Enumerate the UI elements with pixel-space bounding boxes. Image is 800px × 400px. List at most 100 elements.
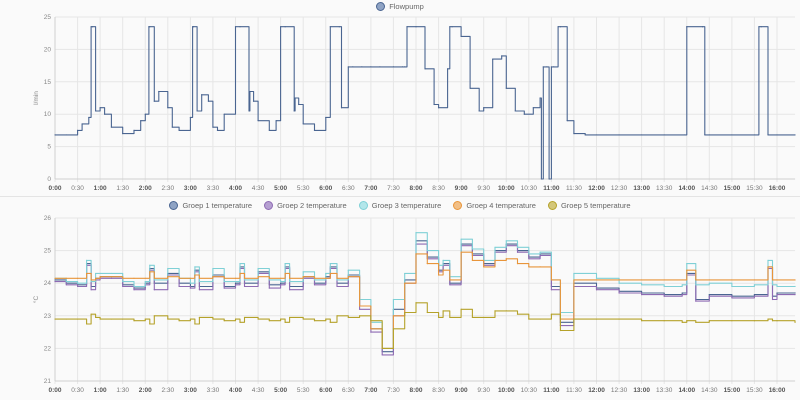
flow-point-flowpump-37 [268, 129, 270, 131]
legend-label-groep-4: Groep 4 temperature [466, 201, 536, 210]
temp-point-groep-4-temperature-26 [284, 272, 286, 275]
legend-swatch-groep-3 [358, 201, 368, 210]
legend-item-groep-5[interactable]: Groep 5 temperature [547, 201, 631, 210]
temp-point-groep-3-temperature-67 [776, 285, 778, 288]
flow-point-flowpump-94 [701, 26, 704, 28]
temp-point-groep-3-temperature-38 [404, 272, 406, 275]
temp-point-groep-4-temperature-58 [663, 279, 665, 281]
legend-item-groep-4[interactable]: Groep 4 temperature [453, 201, 536, 210]
temp-point-groep-3-temperature-54 [573, 272, 575, 275]
flow-point-flowpump-52 [361, 66, 363, 68]
flow-point-flowpump-60 [424, 68, 426, 70]
temp-point-groep-5-temperature-61 [695, 321, 697, 323]
temp-xtick-29: 14:30 [701, 387, 718, 394]
panel-divider [0, 196, 800, 197]
temp-xtick-15: 7:30 [387, 387, 400, 394]
flow-point-flowpump-93 [686, 26, 688, 28]
flow-point-flowpump-39 [280, 26, 282, 28]
temp-point-groep-3-temperature-55 [595, 277, 598, 279]
flow-point-flowpump-2 [76, 129, 79, 131]
flow-ytick-3: 15 [44, 79, 52, 86]
flow-xtick-1: 0:30 [71, 185, 84, 192]
flow-point-flowpump-40 [284, 26, 286, 28]
flow-point-flowpump-96 [708, 134, 710, 136]
temp-point-groep-2-temperature-55 [595, 289, 598, 291]
temp-xtick-9: 4:30 [252, 387, 265, 394]
temp-ylabel: °C [32, 296, 40, 304]
temp-point-groep-4-temperature-17 [198, 277, 200, 279]
temperature-legend: Groep 1 temperature Groep 2 temperature … [0, 201, 800, 210]
temp-point-groep-3-temperature-39 [415, 232, 417, 234]
temp-point-groep-4-temperature-23 [257, 276, 259, 278]
flow-point-flowpump-1 [65, 134, 67, 136]
legend-item-flowpump[interactable]: Flowpump [376, 2, 424, 11]
temp-point-groep-5-temperature-42 [442, 310, 444, 312]
temp-point-groep-5-temperature-12 [153, 315, 155, 317]
temp-point-groep-4-temperature-42 [442, 269, 444, 271]
temp-point-groep-3-temperature-3 [85, 259, 88, 261]
temp-point-groep-3-temperature-65 [767, 259, 769, 261]
flow-point-flowpump-88 [595, 134, 598, 136]
temp-point-groep-5-temperature-47 [494, 310, 496, 312]
temp-point-groep-4-temperature-20 [234, 277, 237, 279]
temp-point-groep-5-temperature-28 [302, 318, 304, 320]
flow-point-flowpump-64 [449, 26, 451, 28]
legend-item-groep-1[interactable]: Groep 1 temperature [169, 201, 252, 210]
temp-point-groep-2-temperature-67 [776, 294, 778, 296]
temp-point-groep-5-temperature-20 [234, 318, 237, 320]
temp-point-groep-5-temperature-27 [289, 316, 291, 319]
temp-point-groep-1-temperature-67 [776, 292, 778, 294]
temp-xtick-11: 5:30 [297, 387, 310, 394]
flow-point-flowpump-71 [501, 55, 503, 57]
temp-point-groep-2-temperature-35 [370, 331, 372, 333]
flow-point-flowpump-99 [758, 26, 760, 28]
flow-point-flowpump-72 [505, 87, 507, 89]
temp-point-groep-2-temperature-61 [695, 300, 697, 302]
legend-item-groep-3[interactable]: Groep 3 temperature [358, 201, 441, 210]
flow-point-flowpump-62 [437, 107, 440, 109]
flow-point-flowpump-10 [110, 126, 113, 128]
temp-point-groep-2-temperature-22 [243, 285, 246, 288]
flow-xtick-20: 10:00 [498, 185, 515, 192]
legend-swatch-groep-2 [264, 201, 274, 210]
temp-point-groep-4-temperature-40 [426, 263, 428, 265]
flow-point-flowpump-5 [90, 26, 92, 28]
temp-point-groep-4-temperature-29 [313, 277, 316, 279]
flow-xtick-19: 9:30 [477, 185, 490, 192]
temp-point-groep-5-temperature-17 [198, 316, 200, 319]
flow-point-flowpump-14 [144, 113, 146, 115]
flow-point-flowpump-84 [559, 26, 562, 28]
flow-point-flowpump-85 [566, 120, 568, 122]
temp-point-groep-5-temperature-56 [618, 318, 620, 320]
temp-xtick-13: 6:30 [342, 387, 355, 394]
temp-point-groep-3-temperature-24 [268, 279, 270, 281]
legend-label-flowpump: Flowpump [389, 2, 424, 11]
temp-point-groep-1-temperature-59 [681, 292, 683, 294]
temp-xtick-28: 14:00 [678, 387, 695, 394]
flow-xtick-30: 15:00 [724, 185, 741, 192]
temp-point-groep-3-temperature-11 [149, 264, 151, 266]
flow-point-flowpump-48 [338, 26, 340, 28]
temp-xtick-14: 7:00 [364, 387, 377, 394]
flow-xtick-25: 12:30 [611, 185, 628, 192]
temp-xtick-10: 5:00 [274, 387, 287, 394]
temp-point-groep-4-temperature-64 [753, 279, 756, 281]
temp-xtick-7: 3:30 [207, 387, 220, 394]
flow-xtick-24: 12:00 [588, 185, 605, 192]
flow-point-flowpump-65 [451, 26, 453, 28]
temp-point-groep-4-temperature-67 [776, 279, 778, 281]
temp-point-groep-3-temperature-63 [731, 285, 733, 288]
temp-point-groep-4-temperature-43 [449, 279, 451, 281]
temp-point-groep-4-temperature-21 [239, 272, 241, 275]
temp-point-groep-3-temperature-17 [198, 280, 200, 283]
flow-point-flowpump-66 [460, 35, 462, 38]
temp-point-groep-5-temperature-6 [99, 318, 101, 320]
legend-item-groep-2[interactable]: Groep 2 temperature [264, 201, 347, 210]
flow-point-flowpump-49 [340, 107, 343, 109]
temp-point-groep-5-temperature-23 [257, 318, 259, 320]
temp-point-groep-4-temperature-61 [695, 279, 697, 281]
temp-xtick-2: 1:00 [94, 387, 107, 394]
temp-xtick-22: 11:00 [543, 387, 560, 394]
temp-point-groep-5-temperature-36 [381, 347, 383, 349]
flow-xtick-4: 2:00 [139, 185, 152, 192]
